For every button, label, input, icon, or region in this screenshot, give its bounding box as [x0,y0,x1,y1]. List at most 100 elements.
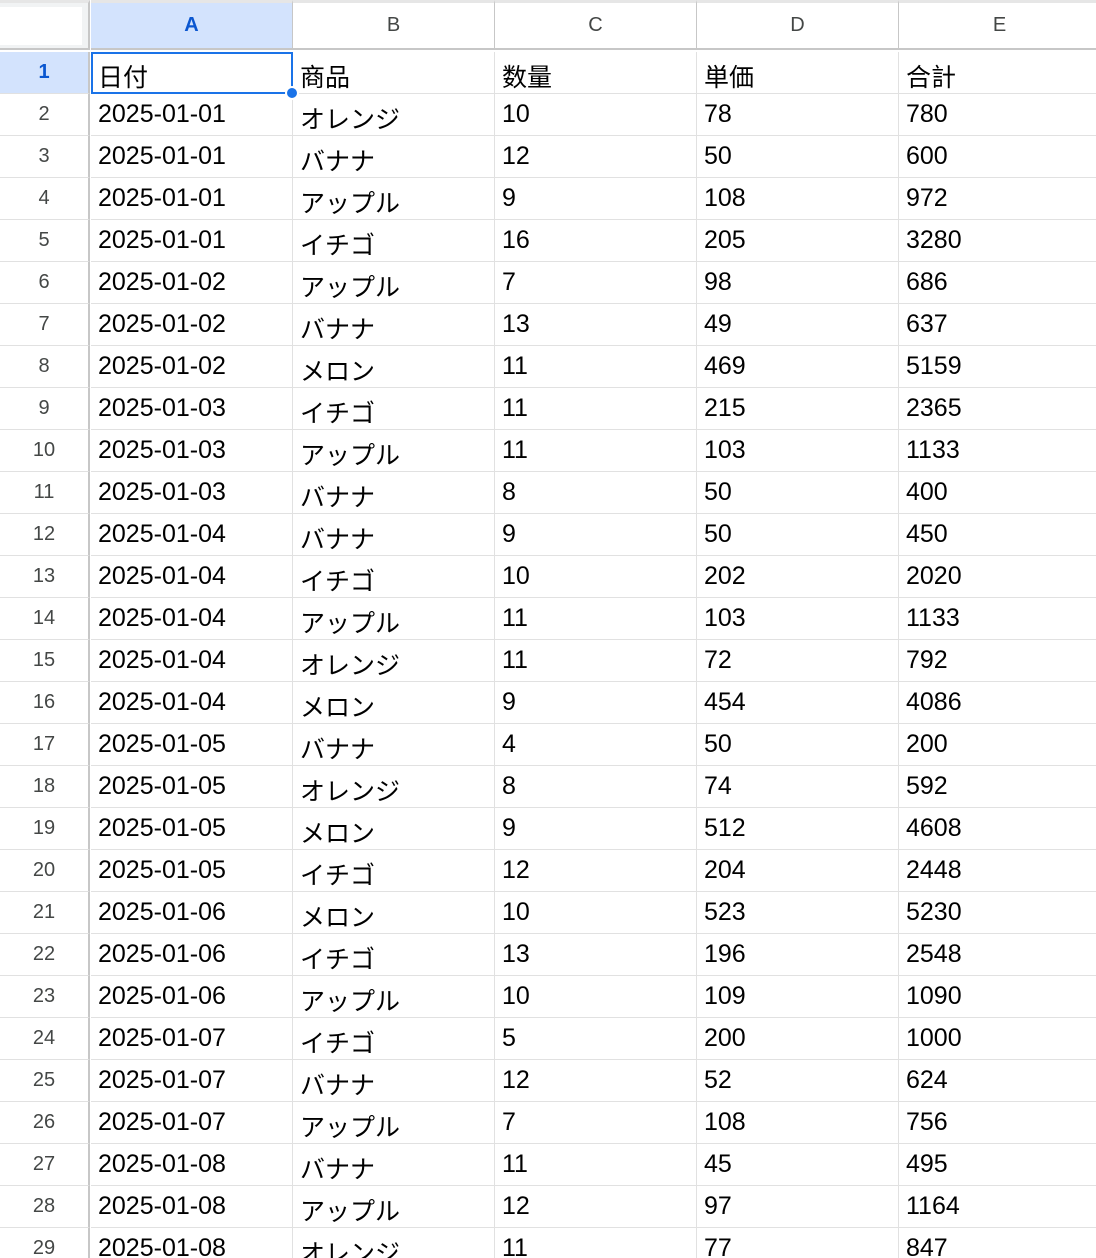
row-header[interactable]: 6 [0,262,90,304]
cell-b4[interactable]: アップル [293,178,495,220]
row-header[interactable]: 2 [0,94,90,136]
cell-d15[interactable]: 72 [697,640,899,682]
cell-d16[interactable]: 454 [697,682,899,724]
row-header[interactable]: 28 [0,1186,90,1228]
row-header[interactable]: 24 [0,1018,90,1060]
cell-d10[interactable]: 103 [697,430,899,472]
cell-b11[interactable]: バナナ [293,472,495,514]
cell-b26[interactable]: アップル [293,1102,495,1144]
column-header-d[interactable]: D [697,0,899,50]
column-header-e[interactable]: E [899,0,1096,50]
cell-c9[interactable]: 11 [495,388,697,430]
cell-a8[interactable]: 2025-01-02 [91,346,293,388]
cell-e9[interactable]: 2365 [899,388,1096,430]
cell-d23[interactable]: 109 [697,976,899,1018]
row-header[interactable]: 19 [0,808,90,850]
cell-b17[interactable]: バナナ [293,724,495,766]
cell-d19[interactable]: 512 [697,808,899,850]
fill-handle[interactable] [285,86,299,100]
cell-a25[interactable]: 2025-01-07 [91,1060,293,1102]
cell-a10[interactable]: 2025-01-03 [91,430,293,472]
cell-a5[interactable]: 2025-01-01 [91,220,293,262]
cell-b13[interactable]: イチゴ [293,556,495,598]
row-header[interactable]: 16 [0,682,90,724]
cell-e29[interactable]: 847 [899,1228,1096,1258]
cell-a6[interactable]: 2025-01-02 [91,262,293,304]
cell-d21[interactable]: 523 [697,892,899,934]
cell-d18[interactable]: 74 [697,766,899,808]
cell-a7[interactable]: 2025-01-02 [91,304,293,346]
cell-e6[interactable]: 686 [899,262,1096,304]
cell-a24[interactable]: 2025-01-07 [91,1018,293,1060]
cell-e4[interactable]: 972 [899,178,1096,220]
cell-b3[interactable]: バナナ [293,136,495,178]
cell-d7[interactable]: 49 [697,304,899,346]
cell-d24[interactable]: 200 [697,1018,899,1060]
cell-d6[interactable]: 98 [697,262,899,304]
cell-d25[interactable]: 52 [697,1060,899,1102]
row-header[interactable]: 10 [0,430,90,472]
cell-a4[interactable]: 2025-01-01 [91,178,293,220]
cell-a16[interactable]: 2025-01-04 [91,682,293,724]
cell-e18[interactable]: 592 [899,766,1096,808]
cell-c24[interactable]: 5 [495,1018,697,1060]
cell-a1[interactable]: 日付 [91,52,293,94]
cell-d13[interactable]: 202 [697,556,899,598]
row-header[interactable]: 18 [0,766,90,808]
cell-a15[interactable]: 2025-01-04 [91,640,293,682]
cell-b7[interactable]: バナナ [293,304,495,346]
cell-d20[interactable]: 204 [697,850,899,892]
cell-c5[interactable]: 16 [495,220,697,262]
cell-a20[interactable]: 2025-01-05 [91,850,293,892]
cell-e25[interactable]: 624 [899,1060,1096,1102]
row-header[interactable]: 15 [0,640,90,682]
column-header-c[interactable]: C [495,0,697,50]
cell-e20[interactable]: 2448 [899,850,1096,892]
cell-b1[interactable]: 商品 [293,52,495,94]
cell-a22[interactable]: 2025-01-06 [91,934,293,976]
cell-a29[interactable]: 2025-01-08 [91,1228,293,1258]
cell-c4[interactable]: 9 [495,178,697,220]
cell-c12[interactable]: 9 [495,514,697,556]
cell-b15[interactable]: オレンジ [293,640,495,682]
cell-b20[interactable]: イチゴ [293,850,495,892]
cell-c11[interactable]: 8 [495,472,697,514]
column-header-b[interactable]: B [293,0,495,50]
row-header[interactable]: 20 [0,850,90,892]
cell-e2[interactable]: 780 [899,94,1096,136]
cell-b5[interactable]: イチゴ [293,220,495,262]
row-header[interactable]: 14 [0,598,90,640]
cell-a14[interactable]: 2025-01-04 [91,598,293,640]
row-header[interactable]: 4 [0,178,90,220]
cell-c18[interactable]: 8 [495,766,697,808]
cell-e24[interactable]: 1000 [899,1018,1096,1060]
cell-e19[interactable]: 4608 [899,808,1096,850]
cell-c23[interactable]: 10 [495,976,697,1018]
cell-a19[interactable]: 2025-01-05 [91,808,293,850]
cell-b21[interactable]: メロン [293,892,495,934]
cell-b25[interactable]: バナナ [293,1060,495,1102]
cell-e5[interactable]: 3280 [899,220,1096,262]
cell-e27[interactable]: 495 [899,1144,1096,1186]
row-header[interactable]: 7 [0,304,90,346]
cell-e13[interactable]: 2020 [899,556,1096,598]
cell-c27[interactable]: 11 [495,1144,697,1186]
cell-b12[interactable]: バナナ [293,514,495,556]
row-header[interactable]: 12 [0,514,90,556]
column-header-a[interactable]: A [91,0,293,50]
cell-c25[interactable]: 12 [495,1060,697,1102]
cell-b2[interactable]: オレンジ [293,94,495,136]
cell-e12[interactable]: 450 [899,514,1096,556]
cell-d2[interactable]: 78 [697,94,899,136]
cell-d12[interactable]: 50 [697,514,899,556]
cell-d27[interactable]: 45 [697,1144,899,1186]
cell-e22[interactable]: 2548 [899,934,1096,976]
cell-b18[interactable]: オレンジ [293,766,495,808]
cell-c28[interactable]: 12 [495,1186,697,1228]
cell-b29[interactable]: オレンジ [293,1228,495,1258]
cell-a17[interactable]: 2025-01-05 [91,724,293,766]
cell-c1[interactable]: 数量 [495,52,697,94]
cell-b22[interactable]: イチゴ [293,934,495,976]
row-header[interactable]: 13 [0,556,90,598]
